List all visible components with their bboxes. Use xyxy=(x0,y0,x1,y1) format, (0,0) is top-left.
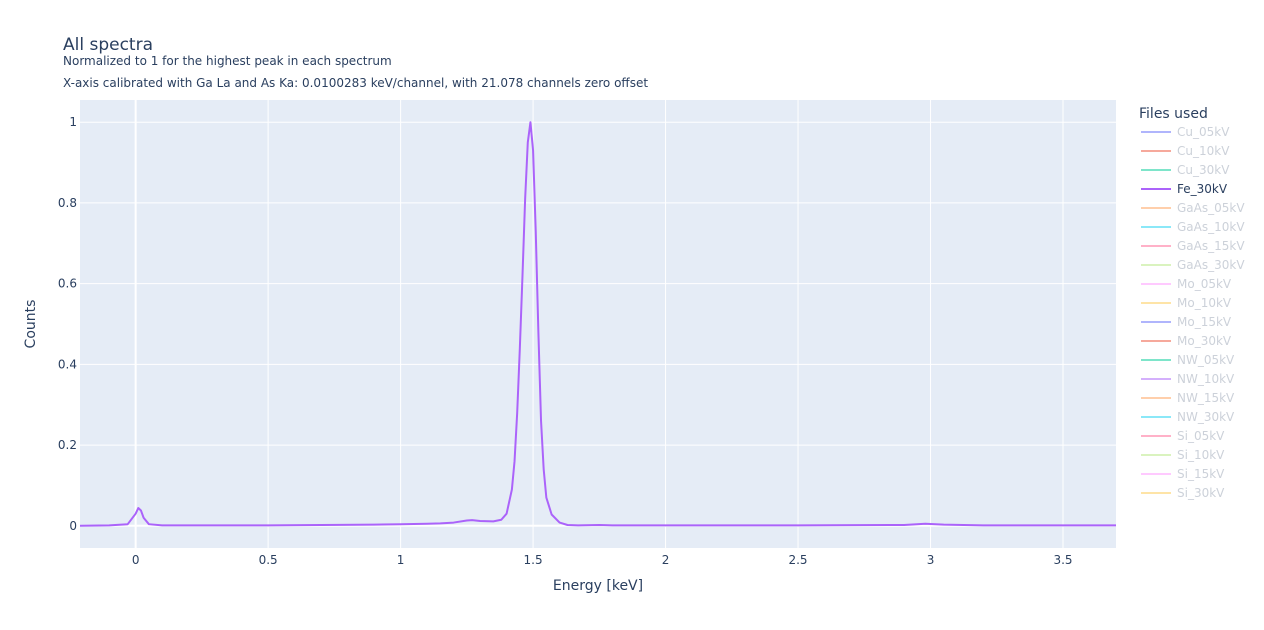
legend-label: Si_10kV xyxy=(1177,448,1225,462)
legend-label: Si_30kV xyxy=(1177,486,1225,500)
legend-item-si-30kv[interactable]: Si_30kV xyxy=(1141,486,1225,500)
x-tick-label: 1 xyxy=(397,553,405,567)
legend-label: Fe_30kV xyxy=(1177,182,1228,196)
chart-subtitle-line-2: X-axis calibrated with Ga La and As Ka: … xyxy=(63,76,648,90)
legend: Cu_05kV Cu_10kV Cu_30kV Fe_30kV GaAs_05kV GaA… xyxy=(1141,125,1245,500)
legend-label: Mo_05kV xyxy=(1177,277,1232,291)
x-tick-label: 2.5 xyxy=(788,553,807,567)
legend-label: GaAs_10kV xyxy=(1177,220,1245,234)
chart-subtitle-line-1: Normalized to 1 for the highest peak in … xyxy=(63,54,392,68)
tick-labels: 0 0.5 1 1.5 2 2.5 3 3.5 0 0.2 0.4 0.6 0.8 1 xyxy=(58,115,1073,567)
legend-item-mo-15kv[interactable]: Mo_15kV xyxy=(1141,315,1232,329)
y-tick-label: 1 xyxy=(69,115,77,129)
y-axis-label: Counts xyxy=(23,300,39,349)
y-tick-label: 0.8 xyxy=(58,196,77,210)
y-tick-label: 0 xyxy=(69,519,77,533)
legend-item-nw-30kv[interactable]: NW_30kV xyxy=(1141,410,1235,424)
legend-item-si-05kv[interactable]: Si_05kV xyxy=(1141,429,1225,443)
legend-label: NW_05kV xyxy=(1177,353,1235,367)
x-tick-label: 0 xyxy=(132,553,140,567)
legend-item-mo-10kv[interactable]: Mo_10kV xyxy=(1141,296,1232,310)
y-tick-label: 0.6 xyxy=(58,277,77,291)
legend-item-nw-15kv[interactable]: NW_15kV xyxy=(1141,391,1235,405)
legend-label: NW_15kV xyxy=(1177,391,1235,405)
legend-item-nw-10kv[interactable]: NW_10kV xyxy=(1141,372,1235,386)
legend-item-cu-05kv[interactable]: Cu_05kV xyxy=(1141,125,1230,139)
legend-label: Mo_30kV xyxy=(1177,334,1232,348)
legend-title: Files used xyxy=(1139,106,1208,122)
legend-item-cu-30kv[interactable]: Cu_30kV xyxy=(1141,163,1230,177)
legend-label: Cu_10kV xyxy=(1177,144,1230,158)
legend-label: GaAs_15kV xyxy=(1177,239,1245,253)
legend-item-gaas-10kv[interactable]: GaAs_10kV xyxy=(1141,220,1245,234)
legend-item-si-10kv[interactable]: Si_10kV xyxy=(1141,448,1225,462)
series-layer xyxy=(79,121,1116,527)
x-tick-label: 3 xyxy=(927,553,935,567)
legend-item-mo-30kv[interactable]: Mo_30kV xyxy=(1141,334,1232,348)
legend-item-cu-10kv[interactable]: Cu_10kV xyxy=(1141,144,1230,158)
legend-item-gaas-05kv[interactable]: GaAs_05kV xyxy=(1141,201,1245,215)
series-line-fe-30kv[interactable] xyxy=(79,121,1116,527)
legend-item-si-15kv[interactable]: Si_15kV xyxy=(1141,467,1225,481)
plot-area[interactable] xyxy=(80,100,1116,548)
legend-label: NW_10kV xyxy=(1177,372,1235,386)
x-tick-label: 0.5 xyxy=(259,553,278,567)
legend-item-gaas-30kv[interactable]: GaAs_30kV xyxy=(1141,258,1245,272)
legend-label: Cu_05kV xyxy=(1177,125,1230,139)
legend-label: Mo_10kV xyxy=(1177,296,1232,310)
x-tick-label: 2 xyxy=(662,553,670,567)
y-tick-label: 0.4 xyxy=(58,357,77,371)
legend-item-fe-30kv[interactable]: Fe_30kV xyxy=(1141,182,1228,196)
x-tick-label: 1.5 xyxy=(524,553,543,567)
legend-item-mo-05kv[interactable]: Mo_05kV xyxy=(1141,277,1232,291)
legend-label: Mo_15kV xyxy=(1177,315,1232,329)
chart-title: All spectra xyxy=(63,35,153,55)
legend-label: GaAs_30kV xyxy=(1177,258,1245,272)
legend-label: Si_15kV xyxy=(1177,467,1225,481)
legend-label: Si_05kV xyxy=(1177,429,1225,443)
legend-label: Cu_30kV xyxy=(1177,163,1230,177)
y-tick-label: 0.2 xyxy=(58,438,77,452)
legend-item-gaas-15kv[interactable]: GaAs_15kV xyxy=(1141,239,1245,253)
x-tick-label: 3.5 xyxy=(1053,553,1072,567)
legend-item-nw-05kv[interactable]: NW_05kV xyxy=(1141,353,1235,367)
legend-label: GaAs_05kV xyxy=(1177,201,1245,215)
x-axis-label: Energy [keV] xyxy=(553,578,643,594)
legend-label: NW_30kV xyxy=(1177,410,1235,424)
